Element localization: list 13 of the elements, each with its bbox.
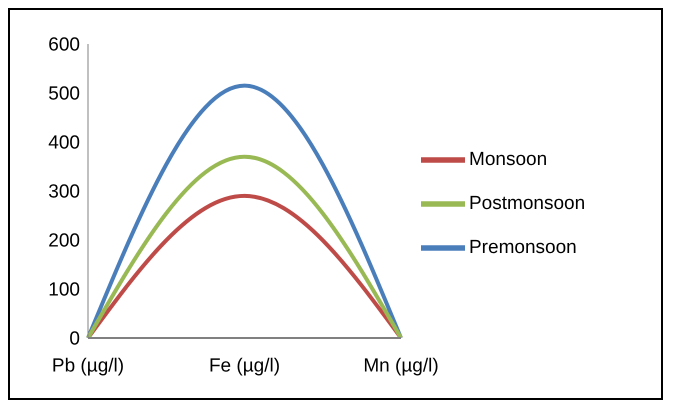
legend-label: Monsoon [469, 149, 548, 170]
y-tick-label: 400 [48, 132, 80, 154]
x-tick-label: Mn (µg/l) [363, 355, 439, 376]
y-tick-label: 0 [69, 328, 80, 350]
y-tick-label: 300 [48, 182, 80, 203]
y-tick-label: 500 [48, 84, 80, 105]
legend-label: Postmonsoon [469, 193, 586, 214]
legend-label: Premonsoon [469, 237, 577, 258]
x-tick-label: Fe (µg/l) [208, 355, 280, 376]
y-tick-label: 600 [48, 34, 80, 56]
x-tick-label: Pb (µg/l) [52, 355, 124, 376]
y-tick-label: 200 [48, 230, 80, 252]
y-tick-label: 100 [48, 280, 80, 301]
